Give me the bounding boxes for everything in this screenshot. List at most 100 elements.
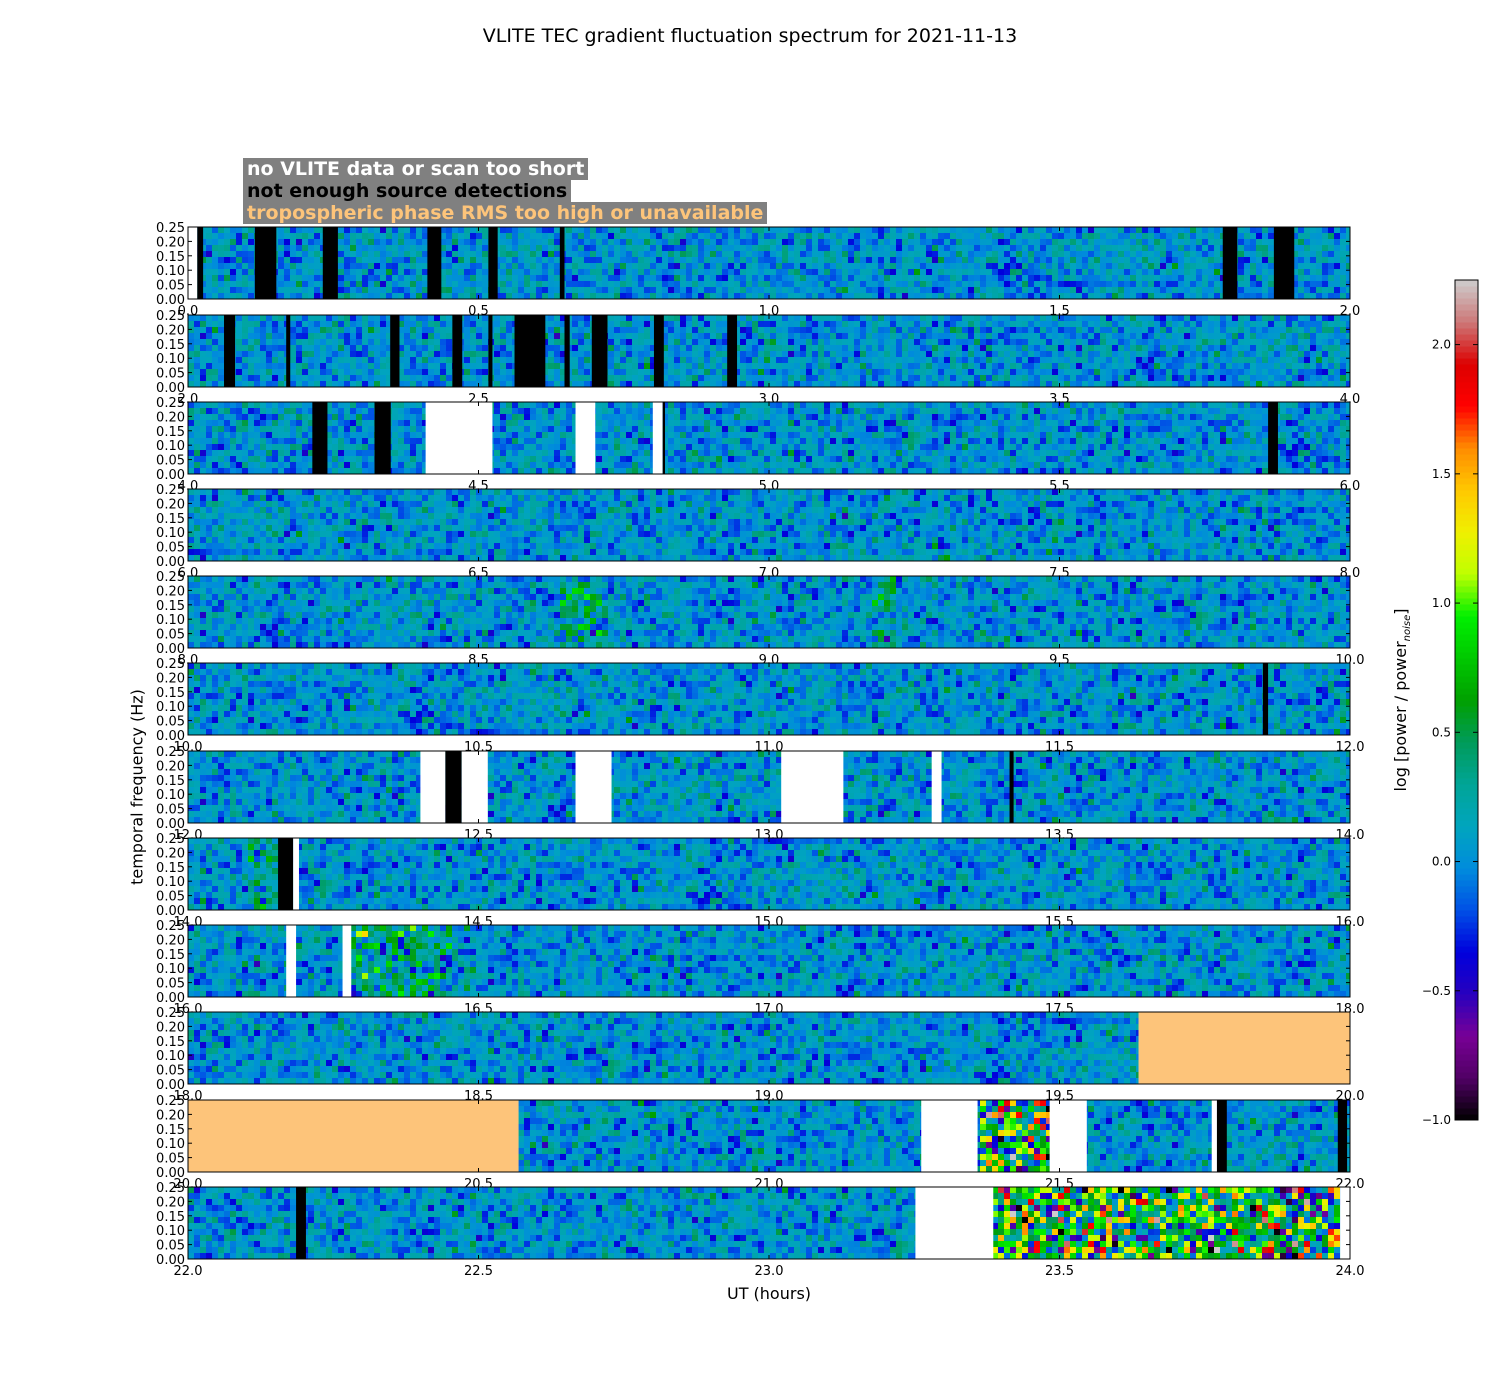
heatmap-cell [998, 293, 1005, 300]
heatmap-cell [932, 327, 939, 334]
heatmap-cell [1106, 257, 1113, 264]
heatmap-cell [914, 345, 921, 352]
heatmap-cell [512, 287, 519, 294]
heatmap-cell [1208, 269, 1215, 276]
heatmap-cell [314, 351, 321, 358]
heatmap-cell [350, 351, 357, 358]
heatmap-cell [230, 402, 237, 409]
heatmap-cell [248, 450, 255, 457]
heatmap-cell [422, 239, 429, 246]
heatmap-cell [1124, 269, 1131, 276]
heatmap-cell [188, 438, 195, 445]
heatmap-cell [986, 245, 993, 252]
heatmap-cell [206, 339, 213, 346]
heatmap-cell [848, 333, 855, 340]
heatmap-cell [1034, 281, 1041, 288]
heatmap-cell [866, 321, 873, 328]
heatmap-cell [278, 263, 285, 270]
heatmap-cell [1160, 351, 1167, 358]
heatmap-cell [614, 351, 621, 358]
heatmap-cell [902, 339, 909, 346]
heatmap-cell [1160, 321, 1167, 328]
heatmap-cell [896, 293, 903, 300]
heatmap-cell [860, 321, 867, 328]
heatmap-cell [770, 245, 777, 252]
heatmap-cell [1136, 293, 1143, 300]
heatmap-cell [386, 339, 393, 346]
heatmap-cell [1328, 369, 1335, 376]
heatmap-cell [1166, 321, 1173, 328]
heatmap-cell [218, 432, 225, 439]
heatmap-cell [404, 363, 411, 370]
heatmap-cell [242, 438, 249, 445]
heatmap-cell [326, 375, 333, 382]
heatmap-cell [1004, 251, 1011, 258]
heatmap-cell [560, 363, 567, 370]
heatmap-cell [1166, 357, 1173, 364]
heatmap-cell [464, 369, 471, 376]
heatmap-cell [1010, 369, 1017, 376]
heatmap-cell [1016, 275, 1023, 282]
heatmap-cell [500, 369, 507, 376]
heatmap-cell [506, 233, 513, 240]
heatmap-cell [1268, 275, 1275, 282]
heatmap-cell [374, 293, 381, 300]
heatmap-cell [686, 315, 693, 322]
heatmap-cell [524, 233, 531, 240]
heatmap-cell [1268, 287, 1275, 294]
y-tick-label: 0.20 [156, 235, 185, 250]
heatmap-cell [1214, 339, 1221, 346]
heatmap-cell [632, 333, 639, 340]
heatmap-cell [896, 327, 903, 334]
heatmap-cell [506, 263, 513, 270]
heatmap-cell [1316, 363, 1323, 370]
heatmap-cell [290, 444, 297, 451]
heatmap-cell [692, 363, 699, 370]
heatmap-cell [992, 245, 999, 252]
heatmap-cell [890, 375, 897, 382]
heatmap-cell [1292, 245, 1299, 252]
heatmap-cell [278, 456, 285, 463]
heatmap-cell [1214, 275, 1221, 282]
heatmap-cell [1040, 381, 1047, 388]
heatmap-cell [296, 275, 303, 282]
heatmap-cell [1316, 227, 1323, 234]
heatmap-cell [1166, 363, 1173, 370]
heatmap-cell [788, 269, 795, 276]
heatmap-cell [962, 245, 969, 252]
heatmap-cell [440, 381, 447, 388]
heatmap-cell [698, 381, 705, 388]
heatmap-cell [806, 251, 813, 258]
heatmap-cell [920, 239, 927, 246]
heatmap-cell [1196, 375, 1203, 382]
heatmap-cell [1340, 339, 1347, 346]
heatmap-cell [698, 239, 705, 246]
heatmap-cell [704, 327, 711, 334]
heatmap-cell [194, 327, 201, 334]
legend-no-data: no VLITE data or scan too short [243, 158, 589, 180]
heatmap-cell [296, 426, 303, 433]
heatmap-cell [950, 369, 957, 376]
heatmap-cell [554, 281, 561, 288]
heatmap-cell [638, 327, 645, 334]
heatmap-cell [1172, 363, 1179, 370]
heatmap-cell [1076, 239, 1083, 246]
heatmap-cell [722, 321, 729, 328]
heatmap-cell [1142, 287, 1149, 294]
heatmap-cell [986, 321, 993, 328]
heatmap-cell [254, 333, 261, 340]
heatmap-cell [776, 293, 783, 300]
heatmap-cell [1070, 263, 1077, 270]
heatmap-cell [584, 275, 591, 282]
heatmap-cell [266, 408, 273, 415]
heatmap-cell [1274, 381, 1281, 388]
heatmap-cell [230, 245, 237, 252]
heatmap-cell [596, 227, 603, 234]
heatmap-cell [896, 369, 903, 376]
heatmap-cell [968, 339, 975, 346]
heatmap-cell [206, 239, 213, 246]
heatmap-cell [350, 293, 357, 300]
heatmap-cell [368, 245, 375, 252]
heatmap-cell [770, 321, 777, 328]
